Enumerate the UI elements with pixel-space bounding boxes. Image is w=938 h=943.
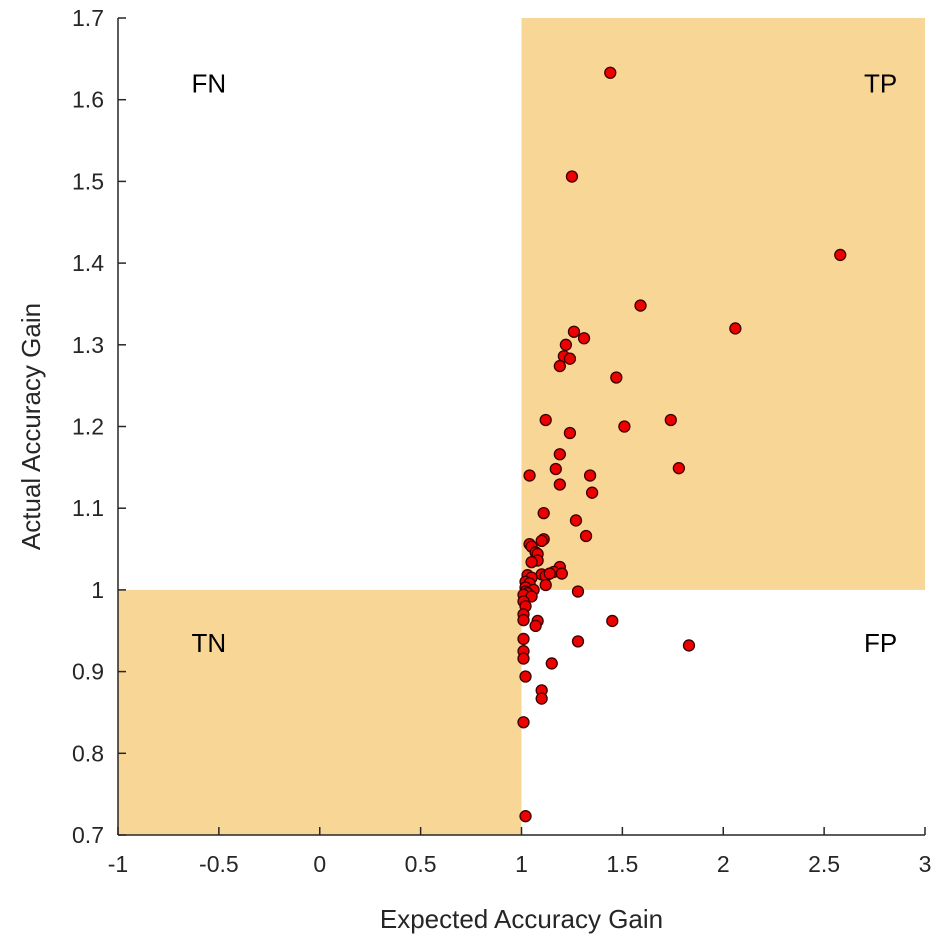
- data-point: [553, 448, 566, 461]
- data-point: [618, 420, 631, 433]
- data-point: [577, 332, 591, 345]
- data-point: [834, 248, 847, 262]
- y-tick-label: 0.9: [72, 659, 104, 685]
- quadrant-label-fn: FN: [191, 68, 226, 98]
- data-point: [569, 514, 583, 527]
- x-tick-label: 1.5: [606, 851, 638, 877]
- data-point: [519, 810, 532, 823]
- data-point: [539, 413, 552, 427]
- quadrant-label-fp: FP: [864, 628, 897, 658]
- y-tick-label: 1.7: [72, 5, 104, 31]
- data-point: [553, 359, 566, 373]
- data-point: [549, 462, 562, 476]
- data-point: [535, 534, 548, 548]
- data-point: [523, 469, 536, 482]
- y-tick-label: 1.1: [72, 495, 104, 521]
- y-axis-title: Actual Accuracy Gain: [16, 303, 46, 550]
- data-point: [517, 632, 530, 646]
- y-tick-label: 1.2: [72, 414, 104, 440]
- axes: -1 -0.5 0 0.5 1 1.5 2 2.5 3 0.7 0.8 0.9 1 1.1 1.2 1.3 1.…: [72, 5, 931, 877]
- y-tick-label: 0.8: [72, 740, 104, 766]
- y-tick-label: 1.3: [72, 332, 104, 358]
- x-tick-label: 3: [919, 851, 932, 877]
- data-point: [610, 371, 623, 384]
- data-point: [517, 613, 530, 627]
- data-point: [606, 614, 619, 628]
- x-tick-label: 2: [717, 851, 730, 877]
- data-point: [517, 652, 530, 665]
- x-tick-label: 1: [515, 851, 528, 877]
- data-point: [563, 426, 577, 440]
- data-point: [729, 322, 742, 335]
- data-point: [563, 352, 577, 365]
- y-tick-label: 1.5: [72, 168, 104, 194]
- data-point: [537, 506, 550, 520]
- data-point: [571, 635, 585, 648]
- y-tick-label: 1.6: [72, 87, 104, 113]
- data-point: [664, 413, 677, 427]
- data-point: [682, 639, 696, 652]
- data-point: [525, 555, 538, 569]
- data-point: [553, 478, 566, 491]
- data-point: [672, 462, 686, 475]
- quadrant-labels: FN TP TN FP: [191, 68, 897, 658]
- data-point: [519, 670, 532, 683]
- y-tick-label: 0.7: [72, 822, 104, 848]
- data-point: [543, 567, 556, 580]
- y-tick-label: 1: [91, 577, 104, 603]
- shaded-region-2: [118, 589, 522, 835]
- data-point: [604, 66, 617, 79]
- data-point: [539, 578, 552, 592]
- quadrant-label-tp: TP: [864, 68, 897, 98]
- data-point: [529, 619, 542, 632]
- data-point: [517, 716, 530, 729]
- shaded-regions: [118, 18, 925, 835]
- quadrant-label-tn: TN: [191, 628, 226, 658]
- shaded-region-1: [521, 18, 925, 590]
- data-point: [585, 486, 599, 499]
- data-point: [571, 585, 585, 598]
- data-point: [555, 567, 568, 580]
- data-point: [579, 529, 593, 543]
- x-tick-label: 2.5: [808, 851, 840, 877]
- x-tick-label: -1: [108, 851, 128, 877]
- data-points: [517, 66, 847, 823]
- x-tick-label: 0.5: [405, 851, 437, 877]
- y-tick-label: 1.4: [72, 250, 104, 276]
- data-point: [565, 170, 579, 183]
- x-axis-title: Expected Accuracy Gain: [380, 904, 663, 934]
- x-tick-label: 0: [313, 851, 326, 877]
- data-point: [559, 338, 573, 351]
- data-point: [545, 657, 558, 670]
- data-point: [567, 325, 581, 338]
- x-tick-label: -0.5: [199, 851, 239, 877]
- data-point: [535, 692, 548, 705]
- data-point: [634, 299, 647, 312]
- data-point: [583, 469, 597, 482]
